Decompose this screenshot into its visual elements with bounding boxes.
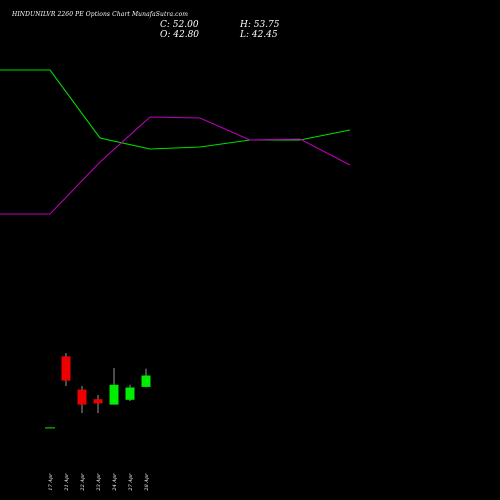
candlestick-group bbox=[45, 353, 151, 429]
candle-body bbox=[61, 356, 71, 381]
candle-1 bbox=[45, 427, 55, 429]
candle-3 bbox=[77, 386, 87, 413]
low-value: L: 42.45 bbox=[240, 30, 278, 40]
candle-4 bbox=[93, 395, 103, 413]
candle-body bbox=[125, 387, 135, 400]
chart-title: HINDUNILVR 2260 PE Options Chart MunafaS… bbox=[12, 11, 189, 18]
open-value: O: 42.80 bbox=[160, 30, 200, 40]
high-value: H: 53.75 bbox=[240, 20, 280, 30]
x-tick-label: 23 Apr bbox=[96, 473, 102, 492]
x-tick-labels: 17 Apr 21 Apr 22 Apr 23 Apr 24 Apr 27 Apr 28 A… bbox=[48, 473, 150, 492]
close-value: C: 52.00 bbox=[160, 20, 199, 30]
candle-6 bbox=[125, 384, 135, 401]
candle-7 bbox=[141, 368, 151, 388]
x-tick-label: 22 Apr bbox=[80, 473, 86, 492]
line-series-1 bbox=[0, 69, 351, 150]
candle-body bbox=[93, 399, 103, 404]
candle-body bbox=[141, 375, 151, 387]
x-tick-label: 28 Apr bbox=[144, 473, 150, 492]
candle-5 bbox=[109, 368, 119, 405]
candle-body bbox=[109, 384, 119, 405]
x-tick-label: 17 Apr bbox=[48, 473, 54, 491]
line-series-group bbox=[0, 69, 351, 215]
x-tick-label: 21 Apr bbox=[64, 473, 70, 492]
candle-body bbox=[77, 389, 87, 405]
candle-body bbox=[45, 427, 55, 429]
x-tick-label: 27 Apr bbox=[128, 473, 134, 492]
x-tick-label: 24 Apr bbox=[112, 473, 118, 492]
candle-2 bbox=[61, 353, 71, 386]
line-series-2 bbox=[0, 116, 351, 215]
